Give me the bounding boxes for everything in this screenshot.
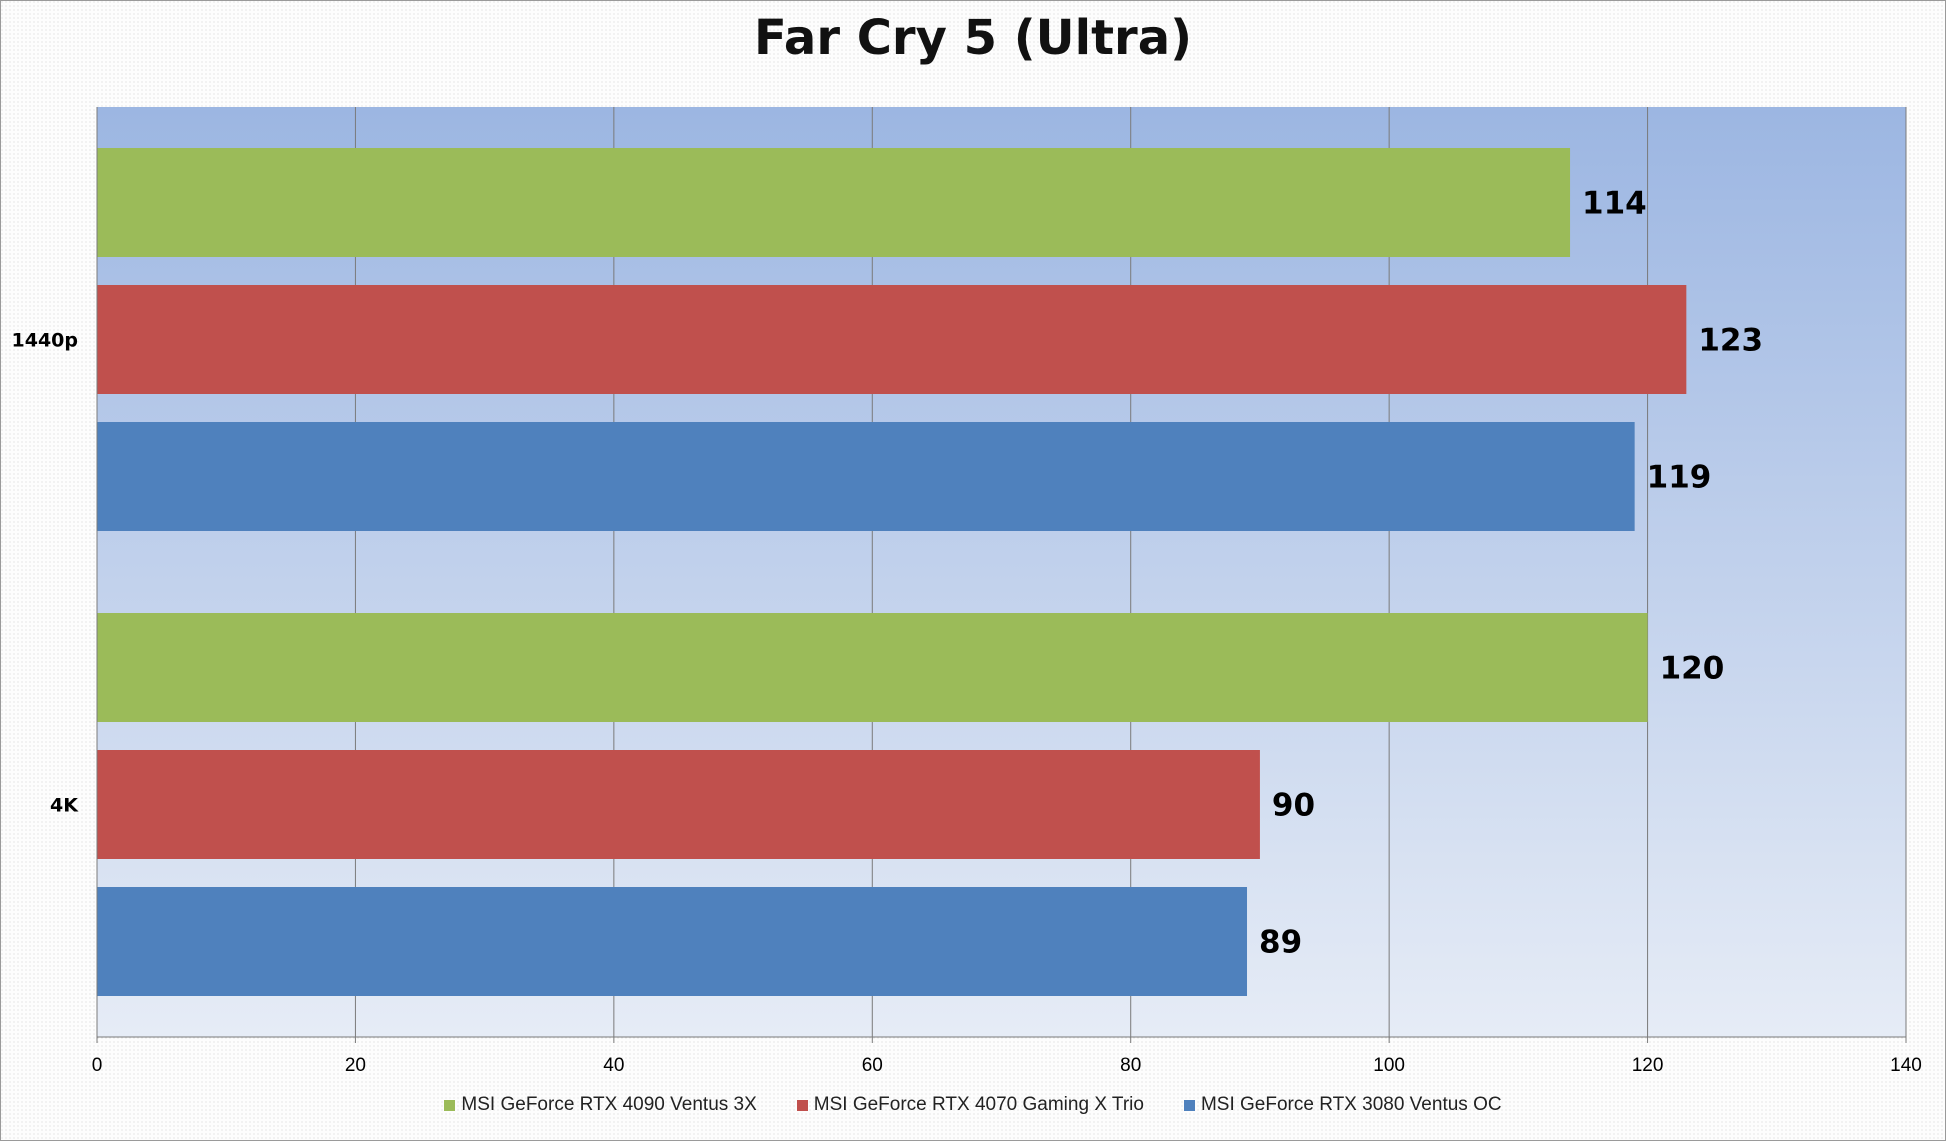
legend-swatch <box>796 1099 808 1111</box>
bar <box>97 613 1648 722</box>
category-label: 1440p <box>12 330 78 352</box>
axes: 0 20 40 60 80 100 120 140 1440p 4K <box>12 107 1922 1076</box>
legend-item: MSI GeForce RTX 4090 Ventus 3X <box>444 1094 757 1116</box>
legend-label: MSI GeForce RTX 4070 Gaming X Trio <box>813 1094 1144 1115</box>
data-label: 120 <box>1660 651 1725 687</box>
bars <box>97 148 1687 996</box>
data-label: 89 <box>1259 925 1302 961</box>
data-label: 123 <box>1698 323 1763 359</box>
legend-item: MSI GeForce RTX 3080 Ventus OC <box>1183 1094 1502 1116</box>
data-label: 119 <box>1647 460 1712 496</box>
plot-background <box>97 107 1906 1037</box>
legend-swatch <box>1183 1099 1195 1111</box>
legend-item: MSI GeForce RTX 4070 Gaming X Trio <box>796 1094 1144 1116</box>
category-label: 4K <box>50 795 79 817</box>
bar <box>97 422 1635 531</box>
bar <box>97 285 1687 394</box>
legend-label: MSI GeForce RTX 4090 Ventus 3X <box>461 1094 757 1115</box>
bar <box>97 887 1248 996</box>
chart-title: Far Cry 5 (Ultra) <box>753 10 1193 66</box>
x-tick-label: 40 <box>603 1055 624 1076</box>
x-tick-label: 120 <box>1632 1055 1664 1076</box>
data-labels: 114 123 119 120 90 89 <box>1259 186 1763 961</box>
bar <box>97 148 1571 257</box>
legend: MSI GeForce RTX 4090 Ventus 3X MSI GeForc… <box>0 1094 1946 1116</box>
legend-swatch <box>444 1099 456 1111</box>
x-tick-label: 100 <box>1373 1055 1405 1076</box>
x-tick-label: 60 <box>862 1055 883 1076</box>
x-tick-label: 20 <box>345 1055 366 1076</box>
legend-label: MSI GeForce RTX 3080 Ventus OC <box>1200 1094 1502 1115</box>
x-tick-label: 140 <box>1890 1055 1922 1076</box>
gridlines <box>354 107 1907 1037</box>
data-label: 114 <box>1582 186 1647 222</box>
x-tick-label: 80 <box>1120 1055 1141 1076</box>
bar <box>97 750 1260 859</box>
x-tick-label: 0 <box>92 1055 103 1076</box>
data-label: 90 <box>1272 788 1315 824</box>
